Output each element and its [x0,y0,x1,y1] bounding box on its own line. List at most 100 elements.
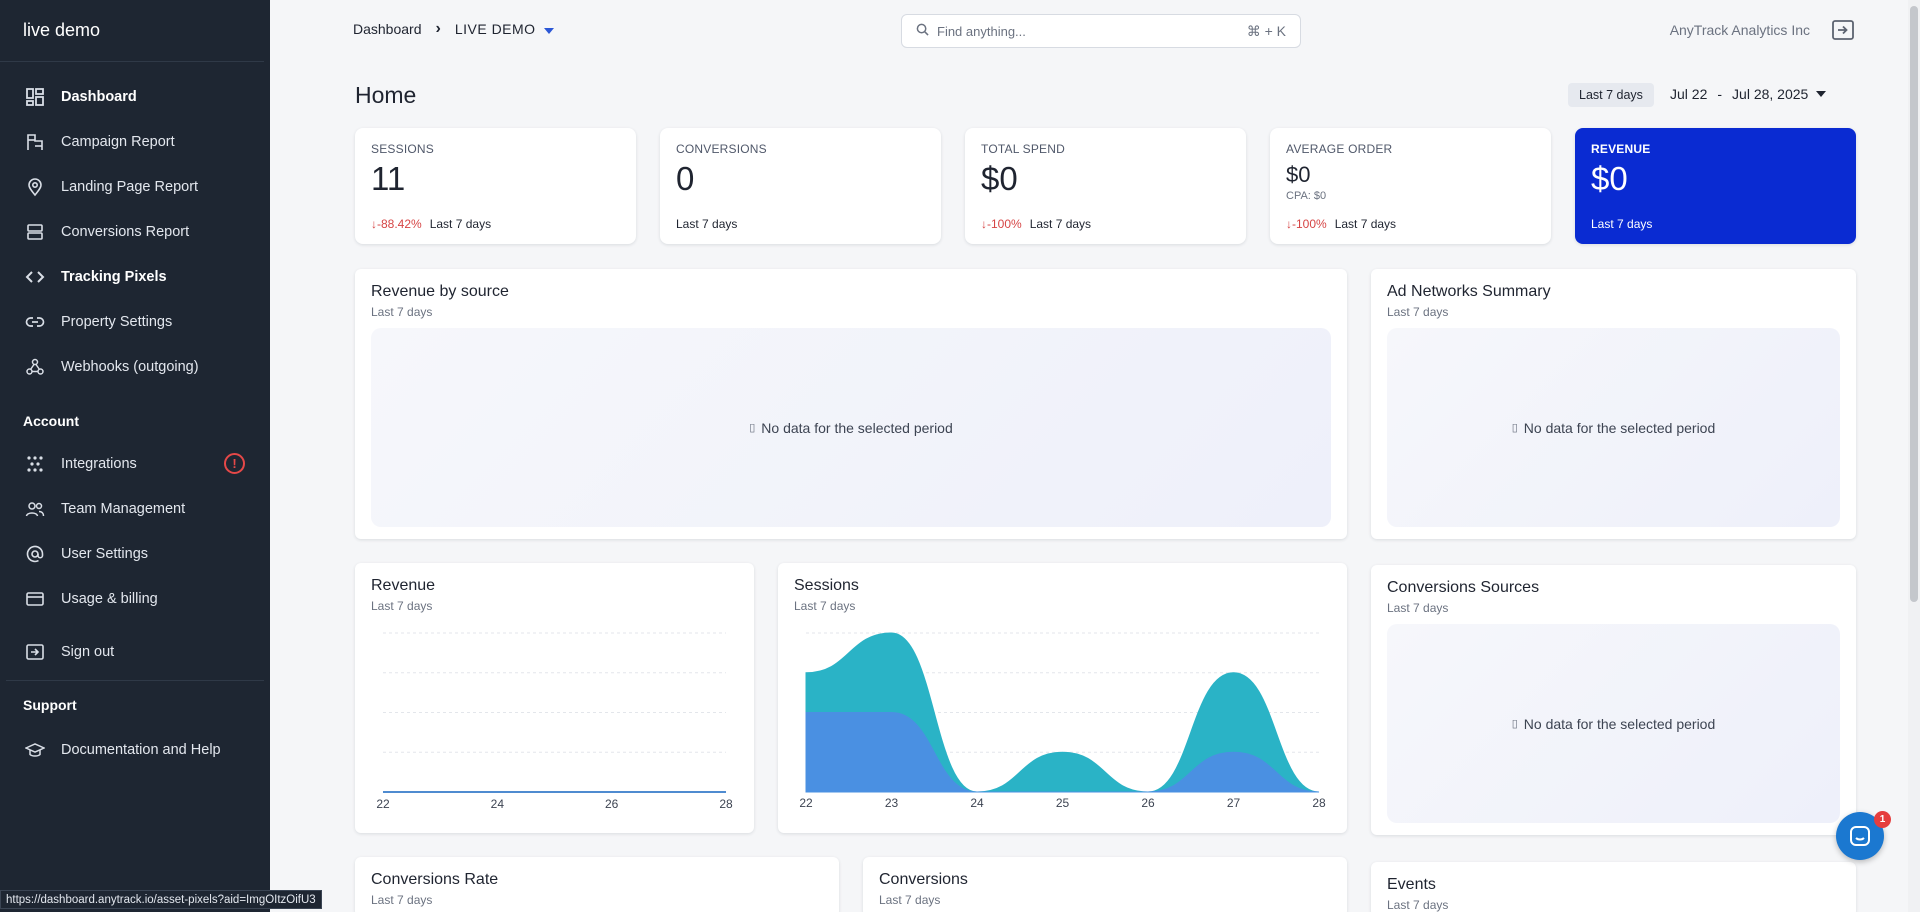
credit-card-icon [24,588,46,610]
sidebar-item-label: User Settings [61,545,149,562]
range-end: Jul 28, 2025 [1732,86,1809,102]
sidebar-item-documentation[interactable]: Documentation and Help [0,727,270,772]
logout-icon[interactable] [1831,19,1855,46]
at-icon [24,543,46,565]
arrow-down-icon: ↓ [371,217,377,231]
webhook-icon [24,356,46,378]
panel-title: Ad Networks Summary [1387,283,1551,300]
sidebar-item-integrations[interactable]: Integrations ! [0,441,270,486]
kpi-label: CONVERSIONS [676,142,767,156]
sidebar-item-label: Campaign Report [61,133,175,150]
search-input[interactable]: Find anything... ⌘ + K [901,14,1301,48]
kpi-card-conversions[interactable]: CONVERSIONS 0 Last 7 days [660,128,941,244]
sidebar: live demo Dashboard Campaign Report Land… [0,0,270,912]
kpi-delta-value: -100% [987,217,1022,231]
kpi-card-sessions[interactable]: SESSIONS 11 ↓ -88.42% Last 7 days [355,128,636,244]
kpi-delta: ↓ -100% [1286,217,1327,231]
kpi-card-revenue[interactable]: REVENUE $0 Last 7 days [1575,128,1856,244]
sessions-chart: 22 23 24 25 26 27 28 [799,632,1326,810]
sidebar-item-campaign-report[interactable]: Campaign Report [0,119,270,164]
sidebar-item-team-management[interactable]: Team Management [0,486,270,531]
kpi-card-total-spend[interactable]: TOTAL SPEND $0 ↓ -100% Last 7 days [965,128,1246,244]
page-scrollbar[interactable] [1908,0,1920,912]
integrations-icon [24,453,46,475]
panel-subtitle: Last 7 days [1387,601,1449,615]
x-tick-label: 24 [491,797,505,811]
sidebar-item-label: Sign out [61,643,115,660]
sidebar-item-property-settings[interactable]: Property Settings [0,299,270,344]
panel-title: Conversions Rate [371,871,499,888]
sidebar-item-dashboard[interactable]: Dashboard [0,74,270,119]
kpi-value: $0 [981,160,1018,197]
breadcrumb: Dashboard › LIVE DEMO [353,20,554,38]
sidebar-item-label: Dashboard [61,88,137,105]
panel-title: Events [1387,876,1436,893]
sidebar-item-sign-out[interactable]: Sign out [0,629,270,674]
x-tick-label: 28 [1312,796,1326,810]
revenue-chart: 22 24 26 28 [376,632,733,811]
company-name[interactable]: AnyTrack Analytics Inc [1669,22,1810,38]
panel-subtitle: Last 7 days [879,893,941,907]
kpi-delta-value: -100% [1292,217,1327,231]
sessions-area-series-1 [805,712,1320,793]
property-name: LIVE DEMO [454,21,536,37]
server-icon [24,221,46,243]
kpi-delta: ↓ -100% [981,217,1022,231]
sidebar-item-label: Webhooks (outgoing) [61,358,199,375]
empty-state-text: No data for the selected period [761,419,953,436]
sidebar-item-usage-billing[interactable]: Usage & billing [0,576,270,621]
panel-sessions-chart: Sessions Last 7 days 22 23 24 25 26 27 28 [778,563,1347,833]
search-placeholder: Find anything... [937,23,1026,39]
campaign-icon [24,131,46,153]
kpi-delta-value: -88.42% [377,217,422,231]
sidebar-item-landing-page-report[interactable]: Landing Page Report [0,164,270,209]
panel-subtitle: Last 7 days [371,305,433,319]
panel-subtitle: Last 7 days [794,599,856,613]
chat-unread-badge: 1 [1874,811,1891,828]
panel-ad-networks-summary: Ad Networks Summary Last 7 days ▯ No dat… [1371,269,1856,539]
map-pin-icon [24,176,46,198]
kpi-label: REVENUE [1591,142,1651,156]
caret-down-icon [543,28,554,34]
sign-out-icon [24,641,46,663]
panel-conversions-rate: Conversions Rate Last 7 days [355,857,839,912]
panel-conversions-sources: Conversions Sources Last 7 days ▯ No dat… [1371,565,1856,835]
brand-name: live demo [0,0,264,62]
date-range-picker[interactable]: Jul 22 - Jul 28, 2025 [1670,86,1827,102]
kpi-period: Last 7 days [429,217,492,231]
kpi-label: TOTAL SPEND [981,142,1065,156]
panel-title: Revenue by source [371,283,509,300]
empty-state: ▯ No data for the selected period [1387,624,1840,823]
info-icon: ▯ [1511,718,1518,730]
account-section-title: Account [23,413,79,429]
panel-title: Sessions [794,577,859,594]
breadcrumb-dashboard-link[interactable]: Dashboard [353,21,422,37]
kpi-period: Last 7 days [1029,217,1092,231]
sidebar-item-label: Usage & billing [61,590,158,607]
kpi-period: Last 7 days [1591,217,1653,231]
panel-subtitle: Last 7 days [1387,305,1449,319]
panel-title: Revenue [371,577,436,594]
arrow-down-icon: ↓ [1286,217,1292,231]
scrollbar-thumb[interactable] [1910,6,1918,602]
kpi-period: Last 7 days [676,217,738,231]
sidebar-item-tracking-pixels[interactable]: Tracking Pixels [0,254,270,299]
sidebar-item-label: Landing Page Report [61,178,199,195]
sidebar-item-label: Conversions Report [61,223,190,240]
sidebar-item-user-settings[interactable]: User Settings [0,531,270,576]
sidebar-item-conversions-report[interactable]: Conversions Report [0,209,270,254]
support-section-title: Support [23,697,77,713]
info-icon: ▯ [1511,422,1518,434]
panel-revenue-by-source: Revenue by source Last 7 days ▯ No data … [355,269,1347,539]
date-range-preset[interactable]: Last 7 days [1568,83,1654,107]
x-tick-label: 27 [1227,796,1241,810]
kpi-card-average-order[interactable]: AVERAGE ORDER $0 CPA: $0 ↓ -100% Last 7 d… [1270,128,1551,244]
property-selector[interactable]: LIVE DEMO [455,21,554,37]
kpi-footer: ↓ -100% Last 7 days [1286,217,1396,231]
x-tick-label: 24 [970,796,984,810]
chat-icon [1850,826,1870,846]
code-icon [24,266,46,288]
sidebar-divider [6,680,264,681]
sidebar-item-webhooks[interactable]: Webhooks (outgoing) [0,344,270,389]
chevron-right-icon: › [435,20,441,37]
